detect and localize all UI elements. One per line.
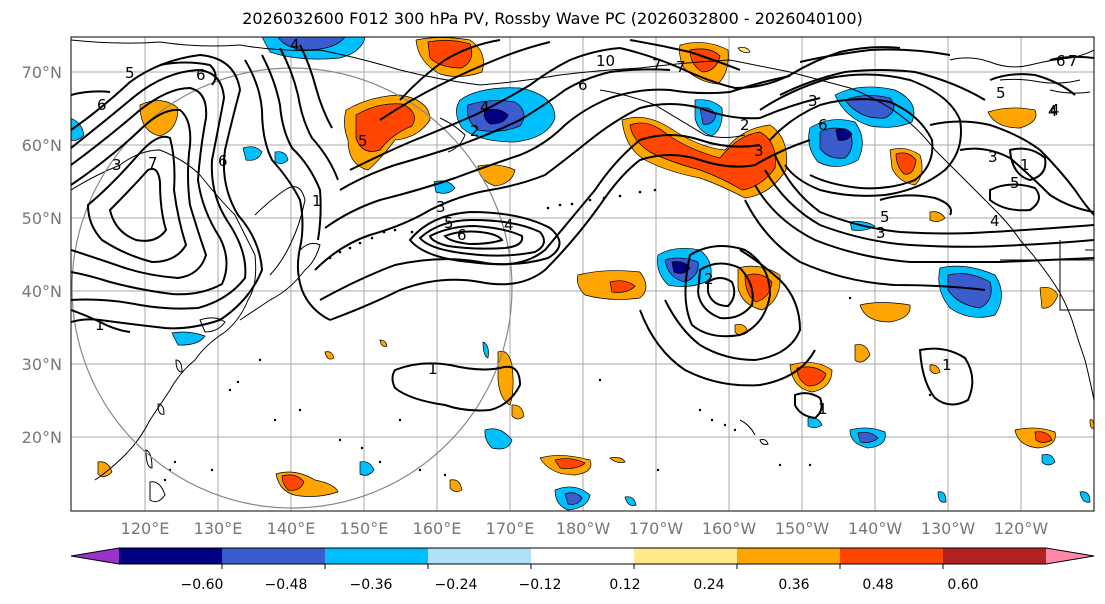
contour-label: 1	[95, 316, 105, 334]
colorbar-tick-label: 0.24	[693, 577, 724, 593]
pv-contours	[71, 39, 1094, 420]
contour-label: 6	[97, 96, 107, 114]
range-circle	[71, 67, 513, 509]
lon-label: 130°E	[194, 519, 243, 538]
contour-label: 5	[880, 208, 890, 226]
colorbar-segment	[840, 548, 944, 564]
contour-label: 4	[290, 36, 300, 54]
contour-label: 7	[148, 154, 158, 172]
lon-label: 140°W	[848, 519, 903, 538]
colorbar-segment	[737, 548, 841, 564]
lon-label: 150°W	[775, 519, 830, 538]
colorbar-segment	[531, 548, 635, 564]
contour-label: 5	[444, 214, 454, 232]
colorbar-segment	[943, 548, 1047, 564]
lon-label: 150°E	[340, 519, 389, 538]
contour-label: 7	[676, 58, 686, 76]
contour-label: 2	[470, 122, 480, 140]
lat-label: 40°N	[22, 282, 62, 301]
colorbar-extend-low	[71, 548, 119, 564]
contour-label: 4	[504, 216, 514, 234]
colorbar-segment	[325, 548, 429, 564]
colorbar-outline	[70, 547, 1095, 565]
map-frame	[70, 36, 1095, 512]
contour-label: 7	[1068, 52, 1078, 70]
islands	[163, 188, 932, 482]
colorbar-tick-label: 0.48	[862, 577, 893, 593]
colorbar-tick-label: 0.60	[947, 577, 978, 593]
contour-label: 4	[1050, 101, 1060, 119]
lat-label: 70°N	[22, 63, 62, 82]
contour-label: 6	[218, 152, 228, 170]
pv-anomaly-fill	[71, 37, 1094, 511]
colorbar-segment	[634, 548, 738, 564]
contour-label: 6	[196, 66, 206, 84]
colorbar-segment	[428, 548, 532, 564]
lat-label: 30°N	[22, 355, 62, 374]
colorbar-tick-labels: −0.60 −0.48 −0.36 −0.24 −0.12 0.12 0.24 …	[181, 577, 979, 593]
colorbar-tick-label: −0.24	[435, 577, 478, 593]
contour-labels: 5 6 6 7 6 3 4 5 6 4 2 3 5 6 4 1 1 10 6 5…	[95, 36, 1078, 418]
lat-label: 50°N	[22, 209, 62, 228]
contour-label: 3	[754, 142, 764, 160]
lon-label: 180°W	[556, 519, 611, 538]
colorbar-segment	[119, 548, 223, 564]
map-title: 2026032600 F012 300 hPa PV, Rossby Wave …	[242, 9, 863, 28]
colorbar-tick-label: −0.36	[350, 577, 393, 593]
lon-label: 130°W	[921, 519, 976, 538]
contour-label: 2	[704, 270, 714, 288]
contour-label: 6	[818, 116, 828, 134]
lat-label: 20°N	[22, 428, 62, 447]
colorbar-extend-high	[1046, 548, 1094, 564]
lon-label: 160°E	[413, 519, 462, 538]
contour-label: 2	[740, 116, 750, 134]
contour-label: 3	[436, 198, 446, 216]
lon-label: 120°E	[121, 519, 170, 538]
colorbar-tick-label: 0.12	[609, 577, 640, 593]
contour-label: 7	[652, 56, 662, 74]
lat-label: 60°N	[22, 136, 62, 155]
contour-label: 1	[818, 400, 828, 418]
colorbar-segment	[222, 548, 326, 564]
contour-label: 1	[1020, 156, 1030, 174]
contour-label: 5	[1010, 174, 1020, 192]
colorbar-tick-label: −0.60	[181, 577, 224, 593]
lon-label: 140°E	[267, 519, 316, 538]
contour-label: 4	[1048, 102, 1058, 120]
colorbar-tick-label: 0.36	[778, 577, 809, 593]
contour-label: 6	[1056, 52, 1066, 70]
contour-label: 5	[996, 84, 1006, 102]
contour-label: 4	[990, 212, 1000, 230]
contour-label: 1	[312, 192, 322, 210]
lon-label: 170°W	[629, 519, 684, 538]
contour-label: 3	[876, 224, 886, 242]
colorbar-tick-label: −0.12	[519, 577, 562, 593]
contour-label: 6	[457, 226, 467, 244]
lon-label: 160°W	[702, 519, 757, 538]
map-panel: 5 6 6 7 6 3 4 5 6 4 2 3 5 6 4 1 1 10 6 5…	[71, 36, 1094, 511]
contour-label: 3	[112, 156, 122, 174]
contour-label: 3	[988, 148, 998, 166]
latitude-labels: 70°N 60°N 50°N 40°N 30°N 20°N	[22, 63, 62, 447]
lon-label: 170°E	[486, 519, 535, 538]
contour-label: 5	[125, 64, 135, 82]
contour-label: 1	[428, 360, 438, 378]
colorbar	[70, 547, 1095, 569]
contour-label: 6	[578, 76, 588, 94]
lon-label: 120°W	[994, 519, 1049, 538]
colorbar-tick-label: −0.48	[265, 577, 308, 593]
contour-label: 3	[808, 92, 818, 110]
longitude-labels: 120°E 130°E 140°E 150°E 160°E 170°E 180°…	[121, 519, 1049, 538]
contour-label: 5	[358, 132, 368, 150]
contour-label: 4	[480, 98, 490, 116]
contour-label: 10	[596, 52, 615, 70]
contour-label: 1	[942, 356, 952, 374]
